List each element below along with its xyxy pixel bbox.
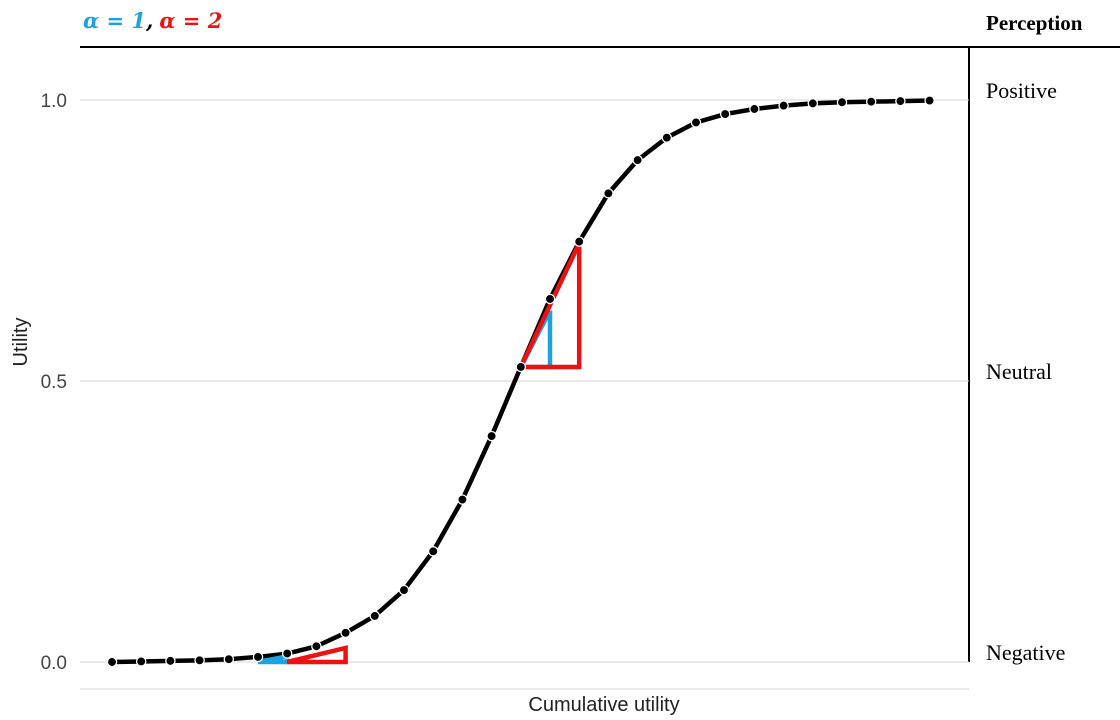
data-point	[281, 648, 293, 659]
data-point	[719, 108, 731, 120]
data-point	[603, 188, 614, 199]
legend: α = 1, α = 2	[83, 8, 222, 33]
data-point	[632, 154, 643, 166]
slope-triangle-alpha-2	[517, 242, 582, 370]
perception-level-label: Negative	[986, 640, 1065, 665]
data-point	[573, 236, 585, 247]
data-point	[690, 117, 702, 128]
data-point	[457, 494, 468, 505]
data-point	[924, 95, 935, 106]
data-point	[895, 95, 906, 107]
slope-triangles	[257, 242, 582, 665]
y-tick-label: 0.0	[41, 653, 67, 674]
data-point	[340, 627, 351, 639]
legend-alpha1: α = 1	[83, 8, 146, 33]
data-point	[661, 132, 673, 143]
y-tick-label: 0.5	[41, 372, 67, 393]
grid	[80, 99, 969, 690]
data-point	[194, 655, 205, 666]
perception-title: Perception	[986, 11, 1083, 35]
data-points	[106, 95, 935, 668]
data-point	[836, 96, 848, 108]
data-point	[486, 430, 497, 442]
legend-separator: ,	[145, 8, 153, 33]
data-point	[252, 651, 264, 663]
slope-triangle-alpha-1	[257, 653, 290, 665]
data-point	[398, 584, 410, 596]
y-tick-labels: 0.0 0.5 1.0	[41, 91, 67, 674]
data-point	[135, 656, 147, 667]
data-point	[544, 293, 556, 305]
data-point	[311, 641, 322, 652]
data-point	[223, 653, 235, 665]
data-point	[865, 96, 877, 107]
perception-level-label: Positive	[986, 78, 1057, 103]
data-point	[515, 361, 527, 373]
data-point	[369, 610, 381, 622]
y-tick-label: 1.0	[41, 91, 67, 112]
legend-alpha2: α = 2	[159, 8, 222, 33]
data-point	[165, 655, 176, 667]
data-point	[106, 656, 118, 668]
data-point	[749, 103, 760, 115]
x-axis-label: Cumulative utility	[528, 694, 679, 716]
y-axis-label: Utility	[10, 318, 32, 367]
data-point	[807, 98, 819, 109]
data-point	[778, 100, 789, 111]
perception-level-label: Neutral	[986, 359, 1052, 384]
data-point	[427, 546, 439, 557]
slope-triangle-alpha-2	[286, 645, 348, 665]
perception-levels: Positive Neutral Negative	[986, 78, 1065, 665]
